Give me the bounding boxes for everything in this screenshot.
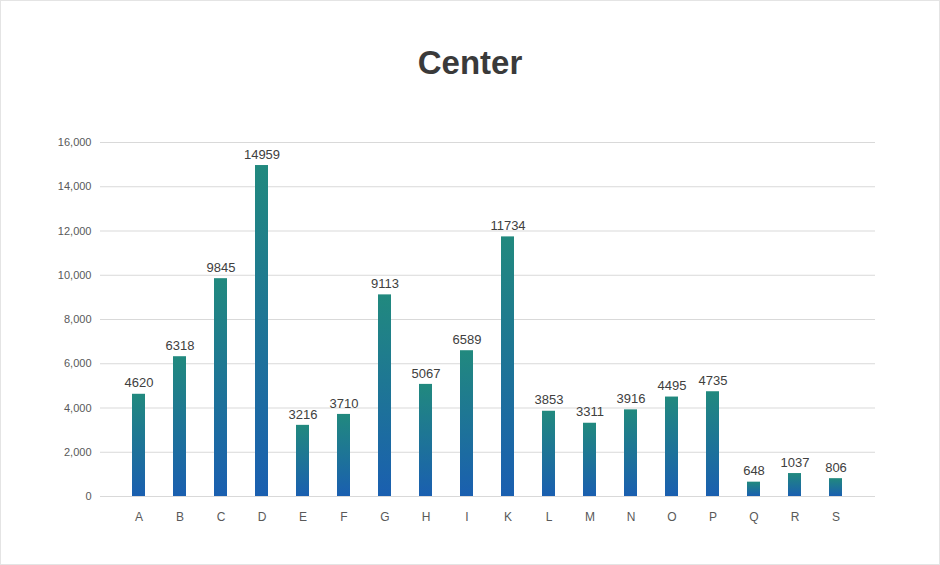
svg-text:4,000: 4,000 <box>64 402 92 414</box>
svg-text:10,000: 10,000 <box>58 269 92 281</box>
svg-text:3710: 3710 <box>330 396 359 411</box>
svg-text:E: E <box>299 510 307 524</box>
svg-text:B: B <box>176 510 184 524</box>
svg-text:9845: 9845 <box>207 260 236 275</box>
svg-text:F: F <box>340 510 347 524</box>
svg-text:11734: 11734 <box>490 218 525 233</box>
svg-text:648: 648 <box>743 463 765 478</box>
svg-text:4620: 4620 <box>125 375 154 390</box>
svg-text:R: R <box>791 510 800 524</box>
svg-text:6589: 6589 <box>453 332 482 347</box>
svg-text:D: D <box>258 510 267 524</box>
svg-text:6318: 6318 <box>166 338 195 353</box>
svg-text:16,000: 16,000 <box>58 136 92 148</box>
svg-text:M: M <box>585 510 595 524</box>
svg-text:806: 806 <box>825 460 847 475</box>
svg-text:P: P <box>709 510 717 524</box>
svg-text:3853: 3853 <box>535 392 564 407</box>
svg-text:Q: Q <box>749 510 758 524</box>
svg-text:6,000: 6,000 <box>64 357 92 369</box>
svg-text:S: S <box>832 510 840 524</box>
svg-text:14,000: 14,000 <box>58 180 92 192</box>
svg-text:K: K <box>504 510 512 524</box>
svg-text:14959: 14959 <box>244 147 280 162</box>
svg-text:H: H <box>422 510 431 524</box>
html-text:Center: Center <box>417 44 523 81</box>
svg-text:12,000: 12,000 <box>58 225 92 237</box>
svg-text:9113: 9113 <box>371 276 399 291</box>
svg-text:8,000: 8,000 <box>64 313 92 325</box>
svg-text:A: A <box>135 510 143 524</box>
svg-text:2,000: 2,000 <box>64 446 92 458</box>
svg-text:I: I <box>465 510 468 524</box>
svg-text:5067: 5067 <box>412 366 441 381</box>
svg-text:0: 0 <box>85 490 91 502</box>
svg-text:3916: 3916 <box>617 391 646 406</box>
svg-text:G: G <box>380 510 389 524</box>
svg-text:O: O <box>667 510 676 524</box>
svg-text:4735: 4735 <box>699 373 728 388</box>
svg-text:N: N <box>627 510 636 524</box>
svg-text:3311: 3311 <box>576 404 604 419</box>
svg-text:4495: 4495 <box>658 378 687 393</box>
svg-text:3216: 3216 <box>289 407 318 422</box>
svg-text:L: L <box>546 510 553 524</box>
svg-text:1037: 1037 <box>781 455 810 470</box>
svg-text:C: C <box>217 510 226 524</box>
